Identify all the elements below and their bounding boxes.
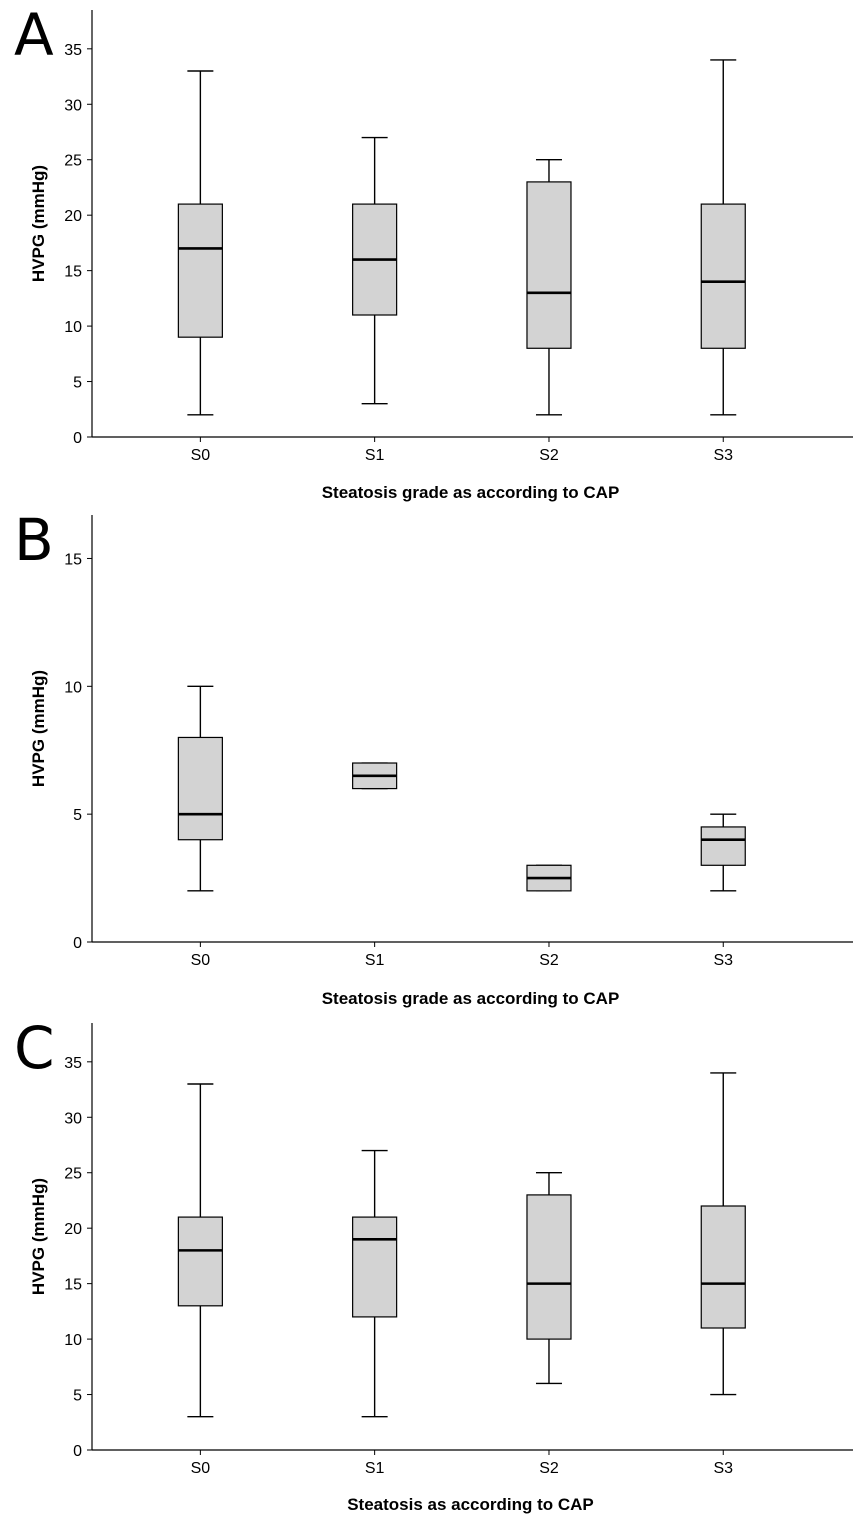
x-tick-label: S2: [539, 1460, 559, 1477]
boxplot-chart: 0 5 10 15 20 25 30 35 HVPG (mmHg) S0 S1 S2 S3 Steatos…: [29, 1023, 853, 1514]
y-tick-label: 10: [64, 1332, 82, 1349]
panel-b: B 0 5 10 15 HVPG (mmHg) S0 S1 S2 S3 Steatosis gra…: [0, 505, 855, 1013]
x-tick-label: S1: [365, 952, 385, 969]
panel-a: A 0 5 10 15 20 25 30 35 HVPG (mmHg) S0 S1 S2 S3 Steat…: [0, 0, 855, 505]
y-axis-title: HVPG (mmHg): [29, 165, 48, 282]
box-S3: [700, 1205, 746, 1329]
y-tick-label: 25: [64, 1166, 82, 1183]
y-tick-label: 20: [64, 1221, 82, 1238]
x-tick-label: S3: [713, 1460, 733, 1477]
box-S2: [526, 181, 572, 349]
y-axis-title: HVPG (mmHg): [29, 1178, 48, 1295]
box-S0: [177, 203, 223, 338]
y-tick-label: 5: [73, 1388, 82, 1405]
box-S0: [177, 736, 223, 841]
x-tick-label: S3: [713, 952, 733, 969]
box-S1: [352, 1216, 398, 1318]
x-axis-title: Steatosis grade as according to CAP: [322, 483, 620, 502]
y-tick-label: 5: [73, 807, 82, 824]
y-axis-title: HVPG (mmHg): [29, 670, 48, 787]
box-S2: [526, 1194, 572, 1340]
x-axis-title: Steatosis grade as according to CAP: [322, 989, 620, 1008]
x-tick-label: S1: [365, 447, 385, 464]
y-tick-label: 10: [64, 319, 82, 336]
box-S0: [177, 1216, 223, 1307]
x-tick-label: S2: [539, 447, 559, 464]
panel-c: C 0 5 10 15 20 25 30 35 HVPG (mmHg) S0 S1 S2 S3 Steat…: [0, 1013, 855, 1517]
y-tick-label: 5: [73, 375, 82, 392]
x-tick-label: S0: [191, 1460, 211, 1477]
y-tick-label: 35: [64, 42, 82, 59]
y-tick-label: 15: [64, 264, 82, 281]
y-tick-label: 30: [64, 97, 82, 114]
y-tick-label: 35: [64, 1055, 82, 1072]
box-S3: [700, 203, 746, 349]
box-S3: [700, 826, 746, 866]
y-tick-label: 25: [64, 153, 82, 170]
panel-letter: A: [14, 1, 54, 69]
x-tick-label: S3: [713, 447, 733, 464]
y-tick-label: 20: [64, 208, 82, 225]
boxplot-chart: 0 5 10 15 20 25 30 35 HVPG (mmHg) S0 S1 S2 S3 Steatos…: [29, 10, 853, 502]
panel-letter: B: [14, 506, 54, 574]
y-tick-label: 30: [64, 1110, 82, 1127]
x-tick-label: S0: [191, 952, 211, 969]
x-axis-title: Steatosis as according to CAP: [347, 1495, 594, 1514]
y-tick-label: 0: [73, 430, 82, 447]
y-tick-label: 10: [64, 679, 82, 696]
y-tick-label: 0: [73, 935, 82, 952]
x-tick-label: S1: [365, 1460, 385, 1477]
y-tick-label: 0: [73, 1443, 82, 1460]
x-tick-label: S2: [539, 952, 559, 969]
x-tick-label: S0: [191, 447, 211, 464]
panel-letter: C: [14, 1014, 55, 1082]
boxplot-chart: 0 5 10 15 HVPG (mmHg) S0 S1 S2 S3 Steatosis grade…: [29, 515, 853, 1008]
y-tick-label: 15: [64, 551, 82, 568]
y-tick-label: 15: [64, 1277, 82, 1294]
